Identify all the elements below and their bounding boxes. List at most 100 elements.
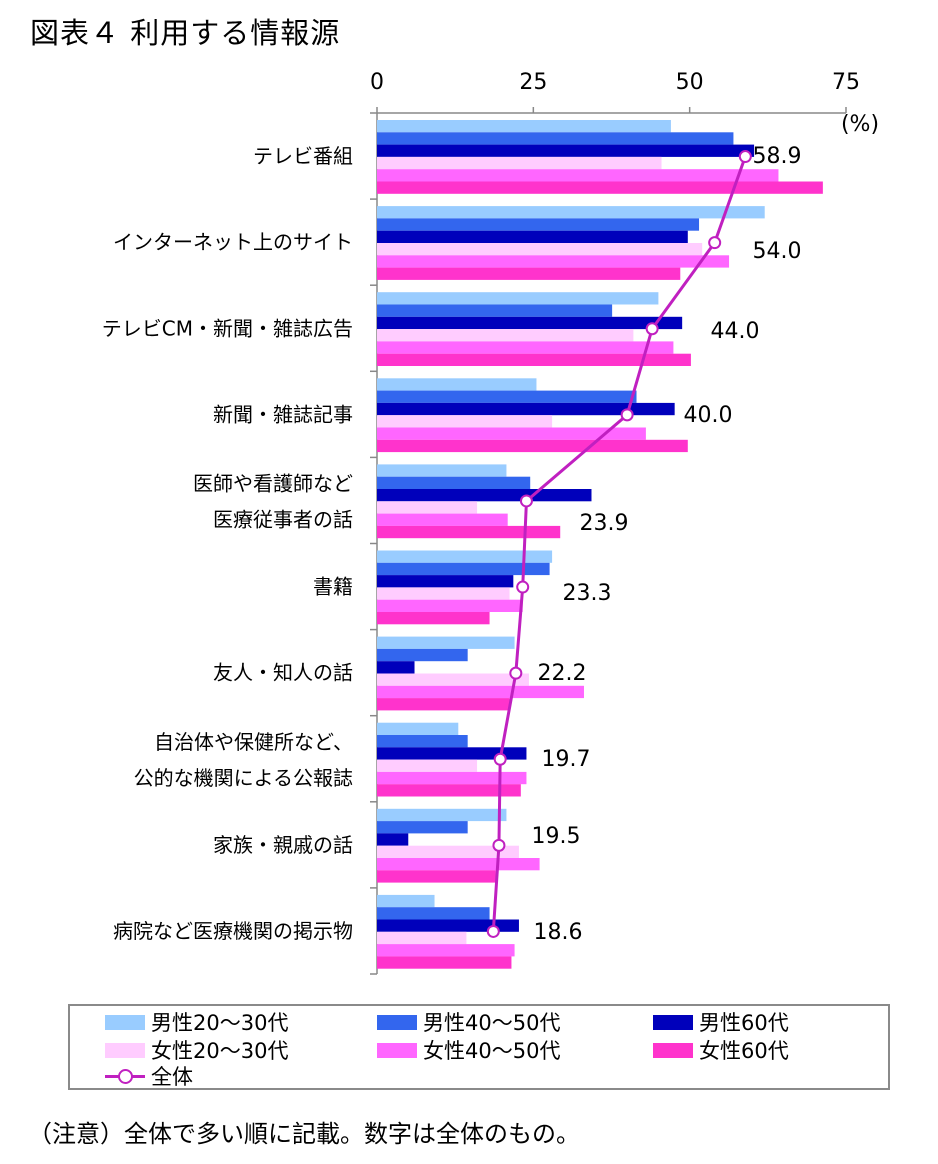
- overall-point: [708, 236, 722, 250]
- legend: 男性20～30代 男性40～50代 男性60代女性20～30代 女性40～50代 女性6…: [68, 1004, 890, 1090]
- category-label: インターネット上のサイト: [113, 230, 353, 254]
- bar: [377, 833, 409, 846]
- bar: [377, 612, 490, 625]
- bar: [377, 255, 730, 268]
- category-label-line: 公的な機関による公報誌: [134, 766, 353, 790]
- category-label: 書籍: [313, 575, 353, 599]
- category-label: 病院など医療機関の掲示物: [113, 919, 353, 943]
- category-label-line: 医師や看護師など: [193, 471, 353, 495]
- axis-unit-label: (%): [841, 112, 879, 137]
- legend-item: 男性20～30代: [105, 1009, 288, 1035]
- bar: [377, 944, 515, 957]
- legend-item: 女性20～30代: [105, 1037, 288, 1063]
- bar: [377, 648, 468, 662]
- bar: [377, 476, 531, 489]
- bar: [377, 599, 523, 612]
- legend-label: 男性60代: [699, 1011, 789, 1035]
- bar: [377, 575, 514, 588]
- overall-point: [492, 838, 506, 852]
- overall-data-label: 18.6: [534, 920, 583, 945]
- bar: [377, 378, 537, 391]
- bar: [377, 156, 662, 170]
- bar: [377, 132, 734, 145]
- bar: [377, 894, 435, 908]
- bar: [377, 464, 507, 477]
- legend-line-marker: [105, 1066, 145, 1086]
- bar: [377, 353, 691, 366]
- bar: [377, 698, 510, 711]
- bar: [377, 329, 634, 342]
- bar: [377, 956, 512, 969]
- footnote: （注意）全体で多い順に記載。数字は全体のもの。: [28, 1120, 580, 1148]
- legend-label: 男性40～50代: [423, 1011, 561, 1035]
- x-tick-label: 25: [519, 70, 547, 95]
- legend-label: 全体: [151, 1065, 193, 1089]
- bar: [377, 144, 755, 157]
- legend-item: 男性40～50代: [377, 1009, 560, 1035]
- bar: [377, 636, 515, 649]
- bar: [377, 402, 675, 416]
- bar: [377, 316, 683, 330]
- x-tick-label: 75: [832, 70, 860, 95]
- overall-point: [738, 150, 752, 164]
- bar: [377, 218, 700, 231]
- overall-data-label: 40.0: [684, 403, 733, 428]
- legend-swatch: [653, 1014, 693, 1030]
- bar: [377, 931, 467, 945]
- category-label: 新聞・雑誌記事: [213, 402, 353, 426]
- overall-data-label: 19.7: [542, 747, 591, 772]
- overall-point: [620, 408, 634, 422]
- bar: [377, 243, 703, 256]
- overall-data-label: 23.9: [580, 511, 629, 536]
- legend-swatch: [105, 1014, 145, 1030]
- bar: [377, 415, 553, 428]
- legend-swatch: [105, 1042, 145, 1058]
- bar: [377, 230, 688, 243]
- bar: [377, 267, 681, 280]
- bar: [377, 771, 527, 785]
- bar: [377, 821, 468, 834]
- bar: [377, 845, 519, 858]
- bar: [377, 661, 415, 674]
- bar: [377, 169, 779, 182]
- legend-item: 男性60代: [653, 1009, 789, 1035]
- category-label: テレビCM・新聞・雑誌広告: [102, 316, 353, 340]
- legend-swatch: [377, 1014, 417, 1030]
- bar: [377, 747, 527, 760]
- bar: [377, 304, 613, 317]
- category-label: 友人・知人の話: [213, 661, 353, 685]
- chart-svg: 0 25 50 75 (%) 58.9 54.0 44.0 40.0 23.9 23.3 22.2 1…: [102, 70, 879, 975]
- overall-point: [645, 322, 659, 336]
- legend-label: 女性60代: [699, 1039, 789, 1063]
- legend-label: 女性40～50代: [423, 1039, 561, 1063]
- bar: [377, 587, 510, 600]
- bar: [377, 120, 671, 133]
- category-label-line: 医療従事者の話: [213, 507, 353, 531]
- overall-point: [519, 494, 533, 508]
- bar: [377, 427, 646, 440]
- bar: [377, 181, 823, 194]
- bar: [377, 685, 584, 699]
- bar: [377, 501, 478, 514]
- bar: [377, 907, 490, 920]
- overall-line-group: [486, 150, 752, 938]
- bar: [377, 550, 553, 563]
- category-label: 自治体や保健所など、公的な機関による公報誌: [134, 730, 353, 790]
- legend-swatch: [377, 1042, 417, 1058]
- legend-label: 男性20～30代: [151, 1011, 289, 1035]
- bar: [377, 292, 659, 305]
- bar: [377, 513, 508, 526]
- overall-data-label: 44.0: [711, 319, 760, 344]
- bar: [377, 870, 496, 883]
- legend-swatch: [653, 1042, 693, 1058]
- labels-group: 58.9 54.0 44.0 40.0 23.9 23.3 22.2 19.7 19.5 18.6…: [102, 144, 802, 945]
- bar: [377, 673, 529, 686]
- bar: [377, 525, 561, 539]
- x-tick-label: 0: [370, 70, 384, 95]
- bar: [377, 858, 540, 871]
- overall-data-label: 19.5: [532, 824, 581, 849]
- bar: [377, 919, 519, 932]
- overall-point: [509, 666, 523, 680]
- bar: [377, 562, 550, 576]
- overall-data-label: 54.0: [753, 239, 802, 264]
